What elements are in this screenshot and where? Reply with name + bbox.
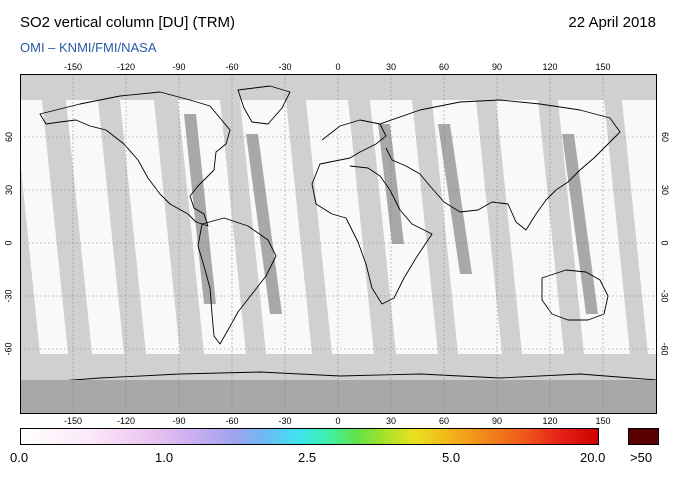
- lon-label: -120: [116, 62, 136, 72]
- lon-label: 120: [542, 416, 558, 426]
- lat-label: 0: [3, 240, 14, 246]
- europe-africa-coast: [311, 119, 433, 305]
- lon-label: 60: [438, 416, 450, 426]
- lon-label: 60: [438, 62, 450, 72]
- swath: [622, 100, 657, 354]
- lon-label: 0: [335, 62, 341, 72]
- lon-label: 30: [385, 416, 397, 426]
- south-america-coast: [197, 217, 277, 345]
- lon-label: -150: [63, 62, 83, 72]
- lon-label: 120: [542, 62, 558, 72]
- coastlines: [20, 85, 657, 385]
- lon-label: 90: [491, 62, 503, 72]
- map-frame: [20, 74, 657, 414]
- colorbar-label: 5.0: [442, 450, 461, 465]
- lat-label: -30: [659, 289, 670, 303]
- graticule: [20, 74, 657, 414]
- asia-coast: [379, 99, 621, 231]
- colorbar-label: 20.0: [580, 450, 606, 465]
- map-date: 22 April 2018: [568, 14, 656, 31]
- lon-label: 30: [385, 62, 397, 72]
- colorbar-label: 2.5: [298, 450, 317, 465]
- australia-coast: [541, 269, 609, 321]
- lon-label: 90: [491, 416, 503, 426]
- lon-label: -60: [225, 416, 239, 426]
- lon-label: -30: [278, 416, 292, 426]
- lat-labels-left: 60 30 0 -30 -60: [4, 74, 18, 414]
- colorbar-label: 0.0: [10, 450, 29, 465]
- colorbar: [20, 428, 599, 445]
- map-title: SO2 vertical column [DU] (TRM): [20, 14, 236, 31]
- colorbar-max-label: >50: [630, 450, 653, 465]
- lon-label: -90: [172, 62, 186, 72]
- lon-labels-bottom-row: -150 -120 -90 -60 -30 0 30 60 90 120 150: [20, 416, 657, 428]
- lat-label: 30: [660, 184, 671, 196]
- map-subtitle: OMI – KNMI/FMI/NASA: [20, 40, 157, 55]
- lat-label: 30: [4, 184, 15, 196]
- lon-label: -30: [278, 62, 292, 72]
- north-america-coast: [39, 91, 231, 227]
- lon-label: 150: [595, 416, 611, 426]
- swath: [496, 100, 564, 354]
- lon-label: 150: [595, 62, 611, 72]
- lat-labels-right: 60 30 0 -30 -60: [660, 74, 674, 414]
- colorbar-overflow-swatch: [628, 428, 659, 445]
- lon-labels-top-row: -150 -120 -90 -60 -30 0 30 60 90 120 150: [20, 62, 657, 74]
- lat-label: 60: [4, 131, 15, 143]
- swath: [66, 100, 124, 354]
- swath: [20, 100, 68, 354]
- swath: [120, 100, 180, 354]
- lat-label: -30: [3, 289, 14, 303]
- lat-label: 0: [659, 240, 670, 246]
- lon-label: -120: [116, 416, 136, 426]
- greenland-coast: [237, 85, 291, 125]
- lon-label: 0: [335, 416, 341, 426]
- lat-label: 60: [660, 131, 671, 143]
- colorbar-label: 1.0: [155, 450, 174, 465]
- lat-label: -60: [659, 342, 670, 356]
- world-map: [20, 74, 657, 414]
- antarctica: [20, 380, 657, 414]
- lon-label: -90: [172, 416, 186, 426]
- lon-label: -150: [63, 416, 83, 426]
- lon-label: -60: [225, 62, 239, 72]
- antarctica-coast: [20, 371, 657, 385]
- lat-label: -60: [3, 342, 14, 356]
